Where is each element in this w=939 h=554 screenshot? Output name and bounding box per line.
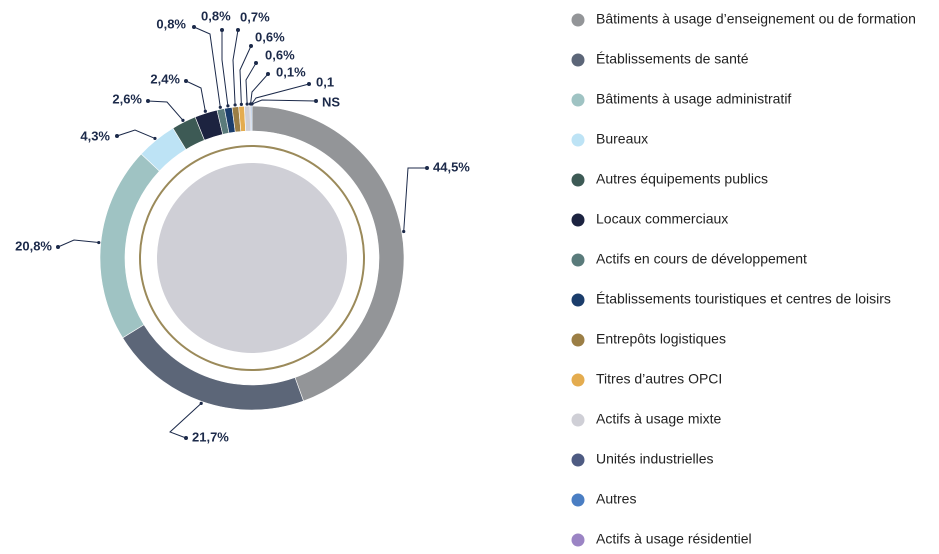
- legend-label: Actifs à usage résidentiel: [596, 531, 752, 547]
- legend-swatch: [571, 173, 585, 187]
- leader-line: [250, 73, 269, 105]
- legend-swatch: [571, 213, 585, 227]
- leader-dot: [402, 229, 406, 234]
- legend-label: Bureaux: [596, 131, 648, 147]
- leader-line: [116, 129, 156, 139]
- leader-line: [245, 62, 257, 105]
- leader-dot: [184, 436, 188, 440]
- leader-line: [232, 29, 239, 105]
- leader-dot: [239, 102, 243, 106]
- legend-swatch: [571, 293, 585, 307]
- legend-swatch: [571, 253, 585, 267]
- value-label: 2,6%: [112, 91, 142, 106]
- leader-line: [221, 30, 229, 106]
- legend-label: Autres équipements publics: [596, 171, 768, 187]
- legend-swatch: [571, 533, 585, 547]
- slice: [244, 105, 251, 132]
- leader-dot: [218, 105, 222, 109]
- leader-line: [403, 167, 427, 232]
- legend-label: Titres d’autres OPCI: [596, 371, 722, 387]
- leader-dot: [184, 79, 188, 83]
- value-label: 21,7%: [192, 429, 229, 444]
- leader-dot: [192, 25, 196, 29]
- slice: [99, 153, 160, 339]
- leader-line: [57, 239, 99, 248]
- leader-dot: [181, 118, 185, 122]
- legend-swatch: [571, 493, 585, 507]
- slice: [250, 105, 253, 132]
- legend-label: Établissements touristiques et centres d…: [596, 291, 891, 307]
- legend-swatch: [571, 373, 585, 387]
- value-label: 0,6%: [265, 47, 295, 62]
- inner-ring: [139, 145, 365, 371]
- leader-dot: [220, 28, 224, 32]
- legend-label: Bâtiments à usage d’enseignement ou de f…: [596, 11, 916, 27]
- leader-line: [251, 83, 310, 105]
- legend-swatch: [571, 133, 585, 147]
- legend-swatch: [571, 53, 585, 67]
- leader-dot: [233, 103, 237, 107]
- leader-line: [239, 45, 252, 105]
- leader-line: [185, 80, 206, 112]
- leader-dot: [153, 136, 157, 141]
- value-label: 44,5%: [433, 159, 470, 174]
- leader-dot: [307, 82, 311, 86]
- legend-label: Établissements de santé: [596, 51, 749, 67]
- value-label: NS: [322, 94, 340, 109]
- leader-dot: [314, 99, 318, 103]
- value-label: 0,1: [316, 74, 334, 89]
- leader-dot: [146, 99, 150, 103]
- leader-line: [169, 403, 202, 439]
- legend-swatch: [571, 93, 585, 107]
- leader-dot: [203, 109, 207, 113]
- value-label: 20,8%: [15, 238, 52, 253]
- legend-label: Actifs en cours de développement: [596, 251, 807, 267]
- legend-swatch: [571, 13, 585, 27]
- value-label: 0,8%: [156, 16, 186, 31]
- leader-dot: [97, 240, 101, 245]
- leader-dot: [250, 102, 254, 106]
- legend-label: Actifs à usage mixte: [596, 411, 721, 427]
- slice: [251, 105, 405, 402]
- legend-swatch: [571, 333, 585, 347]
- leader-line: [193, 26, 221, 108]
- inner-disc: [157, 163, 347, 353]
- leader-dot: [199, 401, 203, 405]
- leader-dot: [425, 166, 429, 170]
- legend-swatch: [571, 413, 585, 427]
- leader-line: [147, 100, 184, 121]
- leader-dot: [249, 44, 253, 48]
- legend-swatch: [571, 453, 585, 467]
- leader-dot: [115, 134, 119, 138]
- value-label: 2,4%: [150, 71, 180, 86]
- leader-dot: [236, 28, 240, 32]
- legend-label: Entrepôts logistiques: [596, 331, 726, 347]
- leader-dot: [266, 72, 270, 76]
- legend-label: Bâtiments à usage administratif: [596, 91, 791, 107]
- leader-dot: [254, 61, 258, 65]
- value-label: 0,6%: [255, 29, 285, 44]
- value-label: 0,1%: [276, 64, 306, 79]
- value-label: 0,7%: [240, 9, 270, 24]
- legend-label: Locaux commerciaux: [596, 211, 728, 227]
- legend-label: Unités industrielles: [596, 451, 714, 467]
- value-label: 4,3%: [80, 128, 110, 143]
- leader-dot: [56, 245, 60, 249]
- value-label: 0,8%: [201, 8, 231, 23]
- leader-dot: [226, 104, 230, 108]
- legend-label: Autres: [596, 491, 636, 507]
- leader-line: [251, 99, 317, 105]
- leader-dot: [245, 102, 249, 106]
